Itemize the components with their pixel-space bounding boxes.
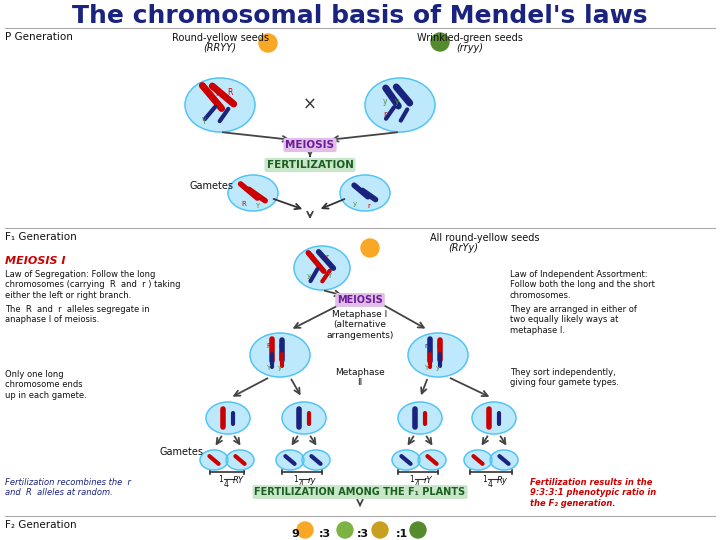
- Ellipse shape: [276, 450, 304, 470]
- Text: :1: :1: [396, 529, 408, 539]
- Ellipse shape: [392, 450, 420, 470]
- Text: r: r: [278, 343, 281, 349]
- Text: All round-yellow seeds: All round-yellow seeds: [430, 233, 539, 243]
- Text: R: R: [241, 201, 246, 207]
- Text: Y: Y: [266, 365, 270, 371]
- Text: y: y: [436, 365, 440, 371]
- Text: 9: 9: [291, 529, 299, 539]
- Ellipse shape: [398, 402, 442, 434]
- Text: MEIOSIS: MEIOSIS: [286, 140, 335, 150]
- Text: 4: 4: [224, 480, 229, 489]
- Text: r: r: [424, 343, 427, 349]
- Ellipse shape: [365, 78, 435, 132]
- Text: 4: 4: [299, 480, 304, 489]
- Text: MEIOSIS: MEIOSIS: [337, 295, 383, 305]
- Text: They sort independently,
giving four gamete types.: They sort independently, giving four gam…: [510, 368, 619, 387]
- Text: (RrYy): (RrYy): [448, 243, 478, 253]
- Text: 4: 4: [415, 480, 420, 489]
- Text: Y: Y: [424, 365, 428, 371]
- Text: Metaphase I
(alternative
arrangements): Metaphase I (alternative arrangements): [326, 310, 394, 340]
- Text: y: y: [307, 273, 311, 279]
- Text: MEIOSIS I: MEIOSIS I: [5, 256, 66, 266]
- Text: :3: :3: [357, 529, 369, 539]
- Text: FERTILIZATION AMONG THE F₁ PLANTS: FERTILIZATION AMONG THE F₁ PLANTS: [254, 487, 466, 497]
- Text: 1: 1: [482, 475, 487, 484]
- Ellipse shape: [472, 402, 516, 434]
- Text: The chromosomal basis of Mendel's laws: The chromosomal basis of Mendel's laws: [72, 4, 648, 28]
- Ellipse shape: [226, 450, 254, 470]
- Ellipse shape: [282, 402, 326, 434]
- Text: R: R: [309, 254, 314, 260]
- Ellipse shape: [294, 246, 350, 290]
- Ellipse shape: [408, 333, 468, 377]
- Text: y: y: [278, 365, 282, 371]
- Text: Y: Y: [255, 203, 259, 209]
- Text: Wrinkled-green seeds: Wrinkled-green seeds: [417, 33, 523, 43]
- Text: y: y: [353, 201, 357, 207]
- Text: F₂ Generation: F₂ Generation: [5, 520, 76, 530]
- Ellipse shape: [418, 450, 446, 470]
- Ellipse shape: [302, 450, 330, 470]
- Text: ×: ×: [303, 96, 317, 114]
- Text: Round-yellow seeds: Round-yellow seeds: [171, 33, 269, 43]
- Text: Gametes: Gametes: [160, 447, 204, 457]
- Text: (rryy): (rryy): [456, 43, 484, 53]
- Circle shape: [297, 522, 313, 538]
- Text: r: r: [367, 203, 370, 209]
- Text: 1: 1: [409, 475, 414, 484]
- Text: Y: Y: [202, 117, 207, 126]
- Circle shape: [259, 34, 277, 52]
- Text: r: r: [383, 110, 386, 119]
- Text: (RRYY): (RRYY): [204, 43, 236, 53]
- Text: Ry: Ry: [497, 476, 508, 485]
- Text: Only one long
chromosome ends
up in each gamete.: Only one long chromosome ends up in each…: [5, 370, 86, 400]
- Text: y: y: [383, 97, 387, 106]
- Ellipse shape: [200, 450, 228, 470]
- Text: :3: :3: [319, 529, 331, 539]
- Text: 1: 1: [218, 475, 223, 484]
- Text: FERTILIZATION: FERTILIZATION: [266, 160, 354, 170]
- Text: Y: Y: [327, 273, 331, 279]
- Circle shape: [372, 522, 388, 538]
- Text: Law of Segregation: Follow the long
chromosomes (carrying  R  and  r ) taking
ei: Law of Segregation: Follow the long chro…: [5, 270, 181, 300]
- Text: 4: 4: [488, 480, 493, 489]
- Text: R: R: [215, 89, 220, 98]
- Text: rY: rY: [424, 476, 433, 485]
- Text: Metaphase
II: Metaphase II: [335, 368, 385, 387]
- Ellipse shape: [464, 450, 492, 470]
- Text: r: r: [325, 254, 328, 260]
- Ellipse shape: [206, 402, 250, 434]
- Ellipse shape: [250, 333, 310, 377]
- Text: y: y: [395, 97, 400, 106]
- Ellipse shape: [228, 175, 278, 211]
- Text: Law of Independent Assortment:
Follow both the long and the short
chromosomes.: Law of Independent Assortment: Follow bo…: [510, 270, 655, 300]
- Ellipse shape: [185, 78, 255, 132]
- Text: R: R: [436, 343, 441, 349]
- Text: They are arranged in either of
two equally likely ways at
metaphase I.: They are arranged in either of two equal…: [510, 305, 637, 335]
- Text: 1: 1: [293, 475, 298, 484]
- Text: RY: RY: [233, 476, 244, 485]
- Text: P Generation: P Generation: [5, 32, 73, 42]
- Ellipse shape: [490, 450, 518, 470]
- Text: The  R  and  r  alleles segregate in
anaphase I of meiosis.: The R and r alleles segregate in anaphas…: [5, 305, 150, 325]
- Ellipse shape: [340, 175, 390, 211]
- Circle shape: [431, 33, 449, 51]
- Text: ry: ry: [308, 476, 317, 485]
- Circle shape: [410, 522, 426, 538]
- Text: Fertilization results in the
9:3:3:1 phenotypic ratio in
the F₂ generation.: Fertilization results in the 9:3:3:1 phe…: [530, 478, 656, 508]
- Circle shape: [337, 522, 353, 538]
- Text: Fertilization recombines the  r
and  R  alleles at random.: Fertilization recombines the r and R all…: [5, 478, 131, 497]
- Text: R: R: [227, 88, 233, 97]
- Text: F₁ Generation: F₁ Generation: [5, 232, 77, 242]
- Text: R: R: [266, 343, 271, 349]
- Circle shape: [361, 239, 379, 257]
- Text: Gametes: Gametes: [190, 181, 234, 191]
